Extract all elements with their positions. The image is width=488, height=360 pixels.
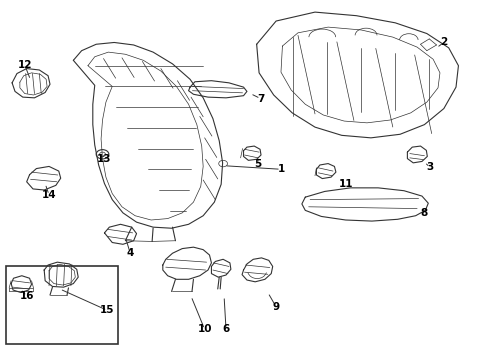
Text: 4: 4 <box>126 248 134 258</box>
Text: 5: 5 <box>254 159 261 169</box>
Text: 2: 2 <box>439 37 447 48</box>
Text: 6: 6 <box>222 324 229 334</box>
Text: 15: 15 <box>100 305 114 315</box>
Text: 7: 7 <box>256 94 264 104</box>
Text: 1: 1 <box>277 164 284 174</box>
Bar <box>6 266 118 344</box>
Text: 9: 9 <box>272 302 279 312</box>
Text: 12: 12 <box>18 60 32 70</box>
Text: 14: 14 <box>41 190 56 200</box>
Text: 8: 8 <box>420 208 427 218</box>
Text: 16: 16 <box>20 291 34 301</box>
Text: 10: 10 <box>197 324 211 334</box>
Text: 3: 3 <box>426 162 433 172</box>
Text: 13: 13 <box>97 154 111 164</box>
Text: 11: 11 <box>338 179 352 189</box>
